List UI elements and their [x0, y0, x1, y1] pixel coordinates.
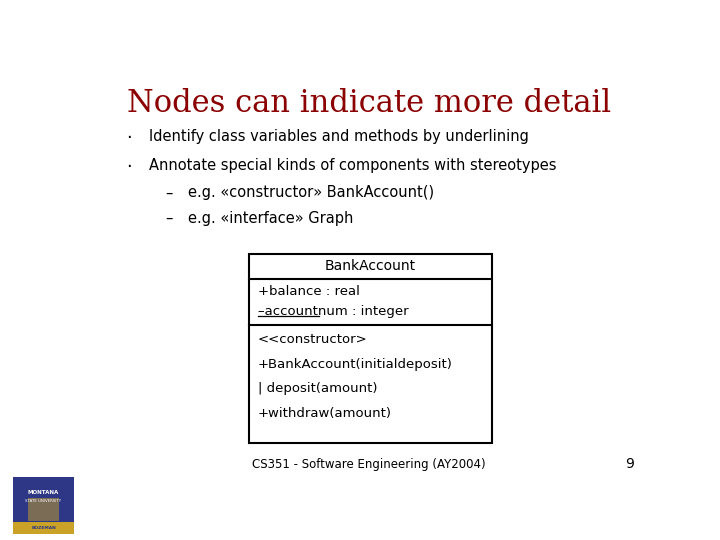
Text: +BankAccount(initialdeposit): +BankAccount(initialdeposit) [258, 357, 453, 370]
Text: BOZEMAN: BOZEMAN [31, 526, 56, 530]
Text: Identify class variables and methods by underlining: Identify class variables and methods by … [148, 129, 528, 144]
FancyBboxPatch shape [249, 254, 492, 443]
Text: ·: · [126, 129, 132, 147]
Text: <<constructor>: <<constructor> [258, 333, 368, 346]
Text: +balance : real: +balance : real [258, 285, 360, 299]
Text: –: – [166, 185, 173, 200]
FancyBboxPatch shape [28, 498, 59, 521]
Text: e.g. «constructor» BankAccount(): e.g. «constructor» BankAccount() [188, 185, 433, 200]
Text: –accountnum : integer: –accountnum : integer [258, 305, 408, 318]
Text: BankAccount: BankAccount [325, 259, 416, 273]
Text: CS351 - Software Engineering (AY2004): CS351 - Software Engineering (AY2004) [252, 458, 486, 471]
Text: Annotate special kinds of components with stereotypes: Annotate special kinds of components wit… [148, 158, 556, 173]
Text: ·: · [126, 158, 132, 177]
FancyBboxPatch shape [13, 477, 74, 534]
FancyBboxPatch shape [13, 522, 74, 534]
Text: | deposit(amount): | deposit(amount) [258, 382, 377, 395]
Text: Nodes can indicate more detail: Nodes can indicate more detail [127, 87, 611, 119]
Text: 9: 9 [625, 457, 634, 471]
Text: STATE UNIVERSITY: STATE UNIVERSITY [25, 499, 62, 503]
Text: MONTANA: MONTANA [28, 490, 59, 495]
Text: e.g. «interface» Graph: e.g. «interface» Graph [188, 211, 353, 226]
Text: –: – [166, 211, 173, 226]
Text: +withdraw(amount): +withdraw(amount) [258, 407, 392, 420]
